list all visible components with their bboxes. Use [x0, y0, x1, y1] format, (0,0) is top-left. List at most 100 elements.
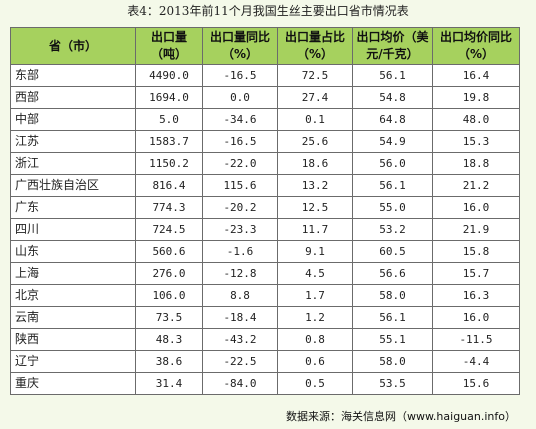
cell-avg-price: 56.1 [352, 64, 433, 87]
table-row: 云南 73.5 -18.4 1.2 56.1 16.0 [10, 306, 520, 329]
cell-volume-share: 18.6 [277, 152, 353, 175]
table-row: 浙江 1150.2 -22.0 18.6 56.0 18.8 [10, 152, 520, 175]
cell-price-yoy: 15.8 [432, 240, 520, 263]
cell-avg-price: 56.0 [352, 152, 433, 175]
cell-avg-price: 54.8 [352, 86, 433, 109]
cell-volume-yoy: -43.2 [202, 328, 278, 351]
cell-price-yoy: -4.4 [432, 350, 520, 373]
cell-volume-yoy: 0.0 [202, 86, 278, 109]
cell-export-volume: 276.0 [135, 262, 203, 285]
cell-province: 西部 [10, 86, 136, 109]
cell-province: 北京 [10, 284, 136, 307]
cell-price-yoy: 15.3 [432, 130, 520, 153]
export-table: 省（市） 出口量 （吨） 出口量同比 （%） 出口量占比 （%） 出口均价（美 … [10, 27, 520, 395]
cell-export-volume: 1150.2 [135, 152, 203, 175]
cell-volume-share: 11.7 [277, 218, 353, 241]
cell-avg-price: 55.1 [352, 328, 433, 351]
cell-price-yoy: 21.2 [432, 174, 520, 197]
cell-price-yoy: 48.0 [432, 108, 520, 131]
cell-avg-price: 56.6 [352, 262, 433, 285]
cell-export-volume: 48.3 [135, 328, 203, 351]
cell-avg-price: 53.5 [352, 372, 433, 395]
cell-price-yoy: 15.7 [432, 262, 520, 285]
cell-volume-yoy: -12.8 [202, 262, 278, 285]
cell-province: 辽宁 [10, 350, 136, 373]
cell-price-yoy: 16.4 [432, 64, 520, 87]
cell-export-volume: 724.5 [135, 218, 203, 241]
cell-avg-price: 55.0 [352, 196, 433, 219]
cell-province: 广西壮族自治区 [10, 174, 136, 197]
cell-volume-share: 0.1 [277, 108, 353, 131]
table-row: 西部 1694.0 0.0 27.4 54.8 19.8 [10, 86, 520, 109]
table-row: 辽宁 38.6 -22.5 0.6 58.0 -4.4 [10, 350, 520, 373]
cell-province: 重庆 [10, 372, 136, 395]
cell-export-volume: 5.0 [135, 108, 203, 131]
cell-avg-price: 58.0 [352, 284, 433, 307]
cell-volume-share: 25.6 [277, 130, 353, 153]
cell-export-volume: 816.4 [135, 174, 203, 197]
cell-volume-yoy: -84.0 [202, 372, 278, 395]
cell-province: 江苏 [10, 130, 136, 153]
cell-volume-yoy: -1.6 [202, 240, 278, 263]
table-title: 表4：2013年前11个月我国生丝主要出口省市情况表 [127, 4, 409, 18]
table-row: 山东 560.6 -1.6 9.1 60.5 15.8 [10, 240, 520, 263]
table-row: 北京 106.0 8.8 1.7 58.0 16.3 [10, 284, 520, 307]
cell-volume-yoy: -18.4 [202, 306, 278, 329]
cell-avg-price: 56.1 [352, 306, 433, 329]
cell-price-yoy: 16.3 [432, 284, 520, 307]
cell-avg-price: 58.0 [352, 350, 433, 373]
cell-volume-yoy: -22.5 [202, 350, 278, 373]
cell-volume-share: 1.7 [277, 284, 353, 307]
cell-province: 山东 [10, 240, 136, 263]
table-row: 江苏 1583.7 -16.5 25.6 54.9 15.3 [10, 130, 520, 153]
cell-province: 陕西 [10, 328, 136, 351]
cell-province: 浙江 [10, 152, 136, 175]
cell-avg-price: 64.8 [352, 108, 433, 131]
table-row: 上海 276.0 -12.8 4.5 56.6 15.7 [10, 262, 520, 285]
cell-province: 云南 [10, 306, 136, 329]
header-volume-share: 出口量占比 （%） [277, 27, 353, 65]
header-row: 省（市） 出口量 （吨） 出口量同比 （%） 出口量占比 （%） 出口均价（美 … [10, 27, 520, 65]
cell-price-yoy: 15.6 [432, 372, 520, 395]
cell-volume-share: 9.1 [277, 240, 353, 263]
cell-volume-share: 1.2 [277, 306, 353, 329]
cell-avg-price: 56.1 [352, 174, 433, 197]
cell-volume-yoy: -16.5 [202, 64, 278, 87]
table-row: 陕西 48.3 -43.2 0.8 55.1 -11.5 [10, 328, 520, 351]
table-row: 东部 4490.0 -16.5 72.5 56.1 16.4 [10, 64, 520, 87]
cell-export-volume: 4490.0 [135, 64, 203, 87]
cell-price-yoy: 16.0 [432, 196, 520, 219]
cell-province: 中部 [10, 108, 136, 131]
table-row: 四川 724.5 -23.3 11.7 53.2 21.9 [10, 218, 520, 241]
cell-province: 上海 [10, 262, 136, 285]
header-volume-yoy: 出口量同比 （%） [202, 27, 278, 65]
cell-export-volume: 1583.7 [135, 130, 203, 153]
cell-province: 广东 [10, 196, 136, 219]
table-row: 重庆 31.4 -84.0 0.5 53.5 15.6 [10, 372, 520, 395]
cell-volume-share: 0.8 [277, 328, 353, 351]
cell-price-yoy: 16.0 [432, 306, 520, 329]
table-row: 中部 5.0 -34.6 0.1 64.8 48.0 [10, 108, 520, 131]
cell-volume-share: 72.5 [277, 64, 353, 87]
cell-volume-share: 4.5 [277, 262, 353, 285]
cell-volume-share: 13.2 [277, 174, 353, 197]
cell-price-yoy: 18.8 [432, 152, 520, 175]
cell-export-volume: 560.6 [135, 240, 203, 263]
header-avg-price: 出口均价（美 元/千克） [352, 27, 433, 65]
cell-avg-price: 54.9 [352, 130, 433, 153]
data-source-note: 数据来源：海关信息网（www.haiguan.info） [285, 410, 516, 423]
cell-price-yoy: -11.5 [432, 328, 520, 351]
header-province: 省（市） [10, 27, 136, 65]
cell-export-volume: 774.3 [135, 196, 203, 219]
cell-export-volume: 106.0 [135, 284, 203, 307]
cell-export-volume: 73.5 [135, 306, 203, 329]
cell-export-volume: 38.6 [135, 350, 203, 373]
table-row: 广东 774.3 -20.2 12.5 55.0 16.0 [10, 196, 520, 219]
table-row: 广西壮族自治区 816.4 115.6 13.2 56.1 21.2 [10, 174, 520, 197]
cell-volume-yoy: -22.0 [202, 152, 278, 175]
cell-volume-yoy: -23.3 [202, 218, 278, 241]
cell-avg-price: 60.5 [352, 240, 433, 263]
header-price-yoy: 出口均价同比 （%） [432, 27, 520, 65]
cell-volume-yoy: -34.6 [202, 108, 278, 131]
